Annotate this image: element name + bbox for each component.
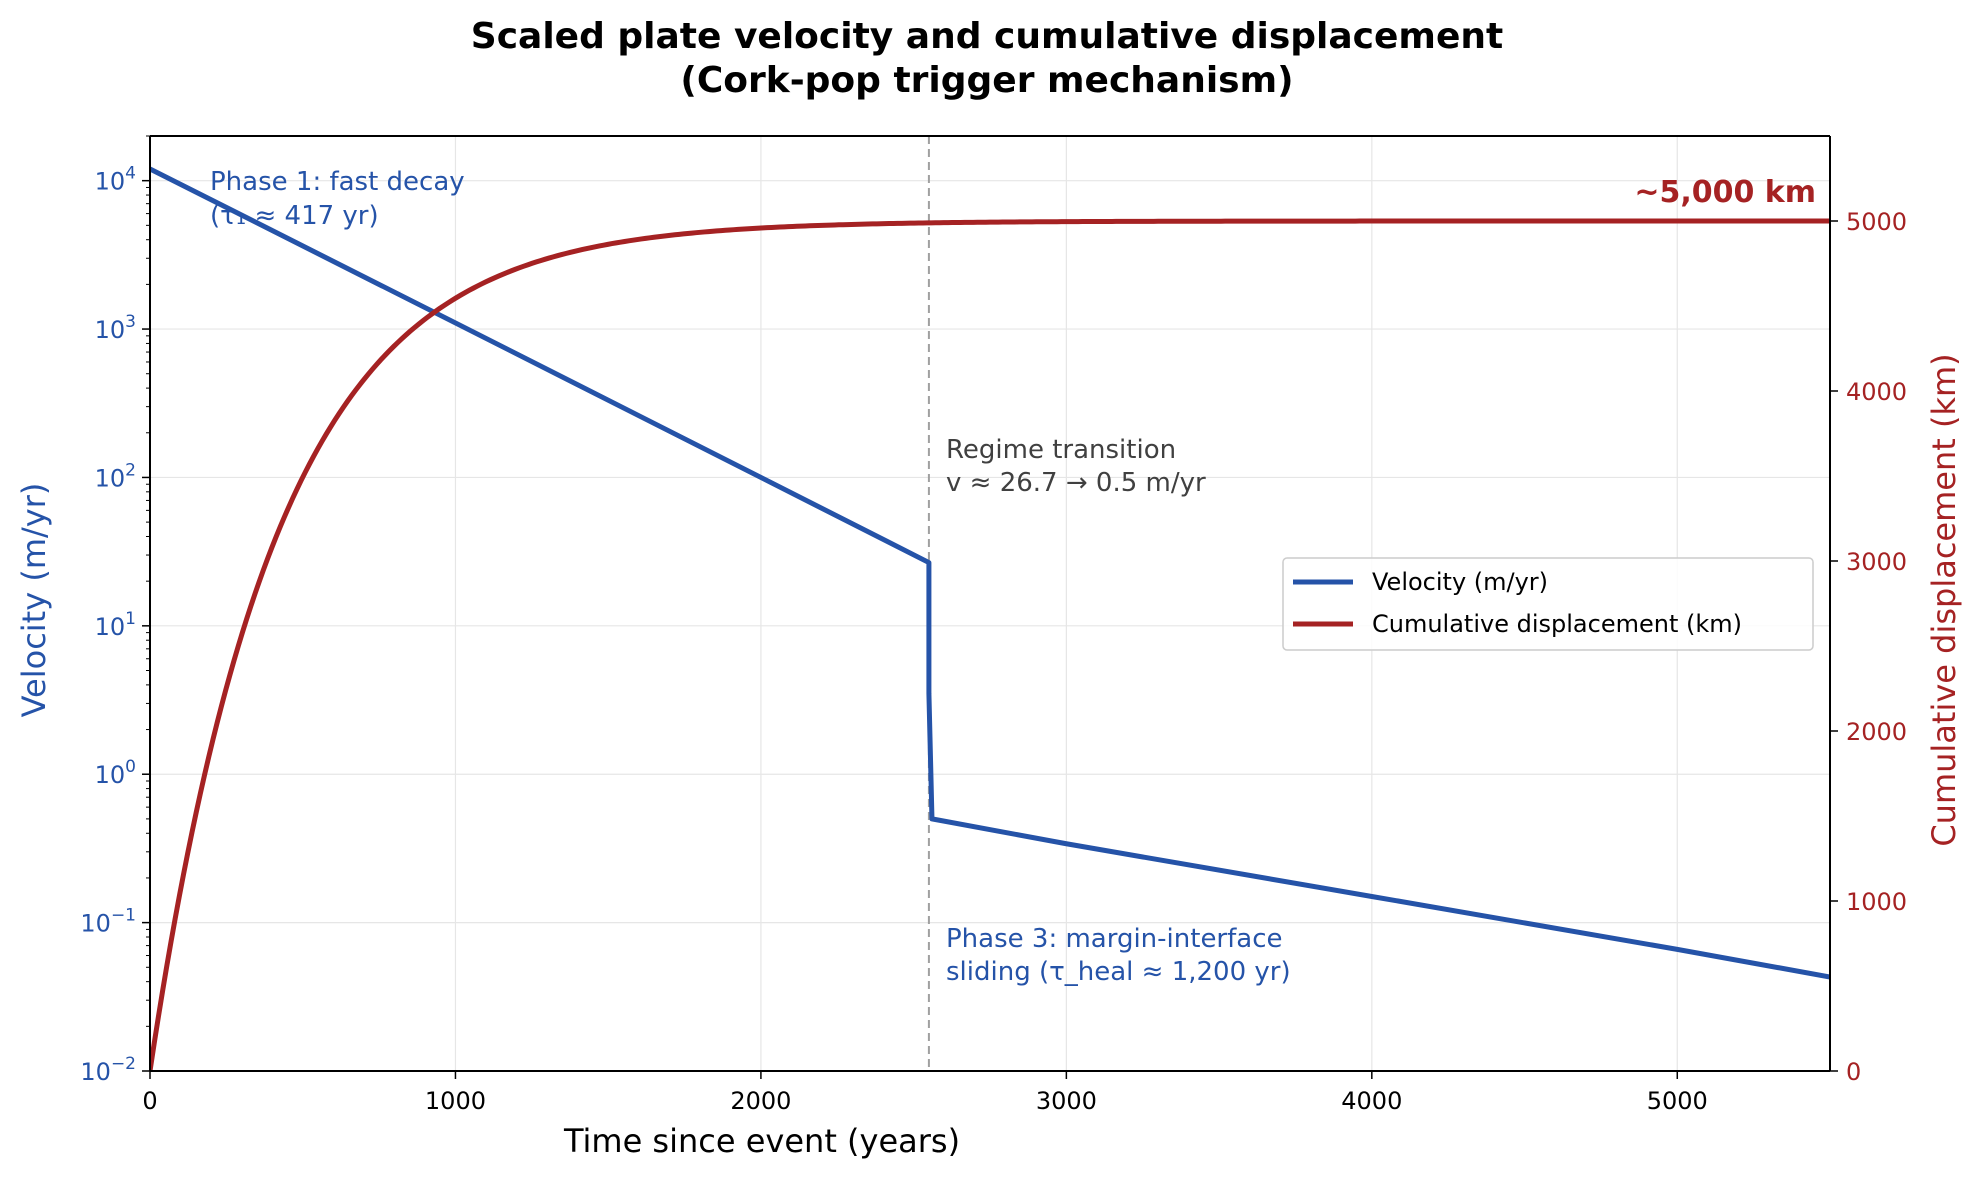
y-axis-left-label: Velocity (m/yr) bbox=[15, 483, 53, 718]
x-axis-label: Time since event (years) bbox=[563, 1122, 960, 1160]
annotation-transition-line1: Regime transition bbox=[946, 435, 1176, 465]
x-tick-label: 3000 bbox=[1036, 1087, 1097, 1115]
axes bbox=[149, 135, 1831, 1072]
chart-title-line1: Scaled plate velocity and cumulative dis… bbox=[471, 16, 1503, 57]
x-tick-label: 5000 bbox=[1647, 1087, 1708, 1115]
y-left-tick-exponent: −1 bbox=[111, 906, 136, 926]
y-right-tick-label: 4000 bbox=[1846, 378, 1907, 406]
legend: Velocity (m/yr) Cumulative displacement … bbox=[1282, 557, 1814, 651]
annotation-transition-line2: v ≈ 26.7 → 0.5 m/yr bbox=[946, 468, 1206, 498]
annotations: Phase 1: fast decay (τ₁ ≈ 417 yr) Regime… bbox=[210, 167, 1816, 987]
y-left-tick-label: 10−2 bbox=[80, 1054, 136, 1086]
y-left-tick-exponent: 3 bbox=[125, 312, 136, 332]
ticks: 0 1000 2000 3000 4000 500010−210−110010110210… bbox=[80, 135, 1907, 1115]
x-tick-label: 1000 bbox=[425, 1087, 486, 1115]
series-layer bbox=[150, 166, 1830, 1071]
y-left-tick-exponent: 2 bbox=[125, 460, 136, 480]
legend-label-velocity: Velocity (m/yr) bbox=[1372, 568, 1548, 596]
y-right-tick-label: 2000 bbox=[1846, 718, 1907, 746]
series-displacement-line bbox=[150, 218, 1830, 1071]
legend-label-displacement: Cumulative displacement (km) bbox=[1372, 610, 1742, 638]
annotation-phase3-line1: Phase 3: margin-interface bbox=[946, 924, 1283, 954]
x-tick-label: 2000 bbox=[730, 1087, 791, 1115]
y-left-tick-exponent: 4 bbox=[125, 164, 136, 184]
y-left-tick-exponent: −2 bbox=[111, 1054, 136, 1074]
annotation-phase1-line1: Phase 1: fast decay bbox=[210, 167, 465, 197]
y-left-tick-exponent: 1 bbox=[125, 609, 136, 629]
x-tick-label: 0 bbox=[142, 1087, 157, 1115]
series-velocity-line bbox=[150, 166, 1830, 980]
annotation-final-displacement: ~5,000 km bbox=[1634, 175, 1816, 210]
y-right-tick-label: 5000 bbox=[1846, 208, 1907, 236]
y-right-tick-label: 1000 bbox=[1846, 888, 1907, 916]
annotation-phase3-line2: sliding (τ_heal ≈ 1,200 yr) bbox=[946, 957, 1291, 987]
y-left-tick-exponent: 0 bbox=[125, 757, 136, 777]
y-right-tick-label: 0 bbox=[1846, 1058, 1861, 1086]
legend-box bbox=[1282, 557, 1814, 651]
y-right-tick-label: 3000 bbox=[1846, 548, 1907, 576]
annotation-phase1-line2: (τ₁ ≈ 417 yr) bbox=[210, 201, 379, 231]
y-axis-right-label: Cumulative displacement (km) bbox=[1925, 353, 1963, 846]
x-tick-label: 4000 bbox=[1341, 1087, 1402, 1115]
chart-title-line2: (Cork-pop trigger mechanism) bbox=[680, 60, 1293, 101]
